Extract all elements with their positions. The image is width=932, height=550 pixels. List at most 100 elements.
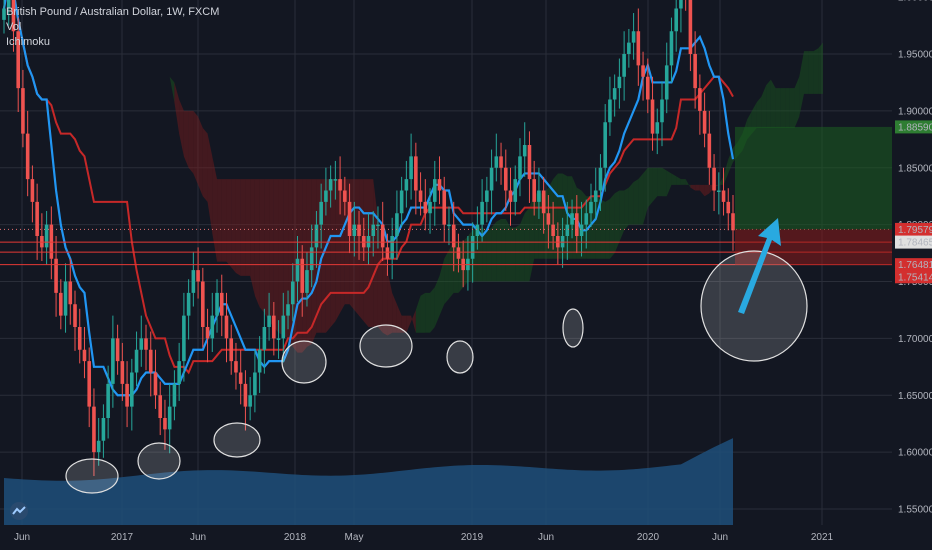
- candle-body: [617, 76, 622, 89]
- cloud-segment: [155, 54, 161, 72]
- candle-body: [59, 292, 63, 316]
- candle-body: [215, 292, 219, 316]
- cloud-segment: [718, 176, 724, 185]
- candle-body: [87, 361, 92, 407]
- candle: [238, 349, 243, 405]
- x-tick-label: Jun: [712, 532, 728, 543]
- cloud-segment: [340, 179, 345, 313]
- cloud-segment: [425, 292, 431, 333]
- y-tick-label: 1.70000: [898, 334, 932, 345]
- time-axis: Jun 2017 Jun 2018 May 2019 Jun 2020 Jun 2021: [14, 532, 834, 543]
- candle: [716, 172, 721, 215]
- candle-body: [641, 65, 645, 77]
- candle: [428, 188, 432, 234]
- annotation-ellipse: [281, 340, 327, 384]
- candle-body: [2, 8, 6, 20]
- cloud-segment: [174, 82, 180, 134]
- candle: [148, 331, 153, 397]
- candle: [2, 0, 6, 34]
- candle-body: [584, 213, 589, 225]
- candle-body: [352, 224, 357, 236]
- candle: [347, 183, 352, 254]
- x-tick-label: Jun: [538, 532, 554, 543]
- cloud-segment: [415, 295, 421, 333]
- candle: [376, 206, 380, 249]
- tradingview-logo-icon[interactable]: [9, 502, 29, 520]
- cloud-segment: [231, 179, 236, 273]
- candle: [404, 160, 409, 208]
- cloud-segment: [183, 110, 189, 168]
- cloud-segment: [695, 184, 700, 191]
- candle-body: [385, 247, 390, 259]
- cloud-segment: [160, 71, 165, 77]
- ichimoku-indicator-label[interactable]: Ichimoku: [6, 36, 51, 48]
- cloud-segment: [212, 156, 218, 262]
- symbol-title[interactable]: British Pound / Australian Dollar, 1W, F…: [6, 6, 220, 18]
- candle-body: [574, 213, 579, 236]
- candle-body: [428, 201, 432, 214]
- candle-body: [21, 88, 25, 134]
- cloud-segment: [207, 133, 213, 234]
- candle-body: [551, 224, 555, 236]
- candle: [660, 81, 664, 147]
- candle: [485, 176, 489, 223]
- candle: [423, 179, 428, 231]
- candle: [54, 236, 58, 317]
- cloud-segment: [813, 48, 819, 94]
- candle-body: [205, 327, 210, 339]
- candle-body: [380, 224, 385, 248]
- candle-body: [423, 201, 428, 214]
- cloud-segment: [254, 179, 260, 308]
- cloud-segment: [529, 193, 535, 282]
- cloud-segment: [751, 102, 757, 134]
- cloud-segment: [605, 199, 610, 259]
- candle-body: [570, 213, 574, 225]
- volume-indicator-label[interactable]: Vol: [6, 21, 22, 33]
- cloud-segment: [283, 179, 289, 339]
- cloud-segment: [690, 184, 696, 191]
- cloud-segment: [756, 96, 762, 128]
- candle: [636, 8, 641, 86]
- candle-body: [272, 315, 276, 339]
- candle-body: [35, 201, 39, 236]
- candle-body: [11, 0, 16, 32]
- candle: [574, 195, 579, 254]
- candle-body: [603, 122, 607, 168]
- cloud-segment: [420, 292, 426, 333]
- candle: [167, 383, 172, 454]
- cloud-segment: [808, 51, 814, 94]
- candle: [6, 0, 11, 26]
- candle: [229, 324, 234, 375]
- cloud-segment: [519, 213, 525, 282]
- candle: [68, 258, 73, 325]
- candle: [35, 183, 39, 260]
- cloud-segment: [463, 236, 468, 288]
- candle-body: [201, 281, 205, 327]
- candle: [645, 58, 650, 114]
- candle-body: [6, 0, 11, 9]
- cloud-segment: [448, 241, 454, 299]
- cloud-segment: [548, 179, 554, 259]
- candle-body: [305, 270, 309, 293]
- cloud-segment: [188, 110, 194, 174]
- candle: [25, 110, 30, 197]
- candle-body: [54, 258, 58, 293]
- candle-body: [513, 179, 518, 202]
- candle-body: [598, 167, 603, 191]
- price-tag-bg: [895, 270, 932, 284]
- candle-body: [134, 349, 139, 373]
- cloud-segment: [780, 88, 786, 128]
- cloud-segment: [491, 221, 497, 282]
- price-tag-label: 1.79579: [898, 225, 932, 236]
- candle: [598, 154, 603, 211]
- cloud-segment: [628, 181, 634, 225]
- candle-body: [290, 281, 295, 305]
- cloud-segment: [534, 193, 539, 259]
- candle: [186, 279, 191, 340]
- candle: [622, 31, 626, 101]
- candle-body: [579, 224, 584, 236]
- candle: [669, 17, 674, 83]
- candle: [702, 92, 707, 148]
- cloud-segment: [235, 179, 241, 276]
